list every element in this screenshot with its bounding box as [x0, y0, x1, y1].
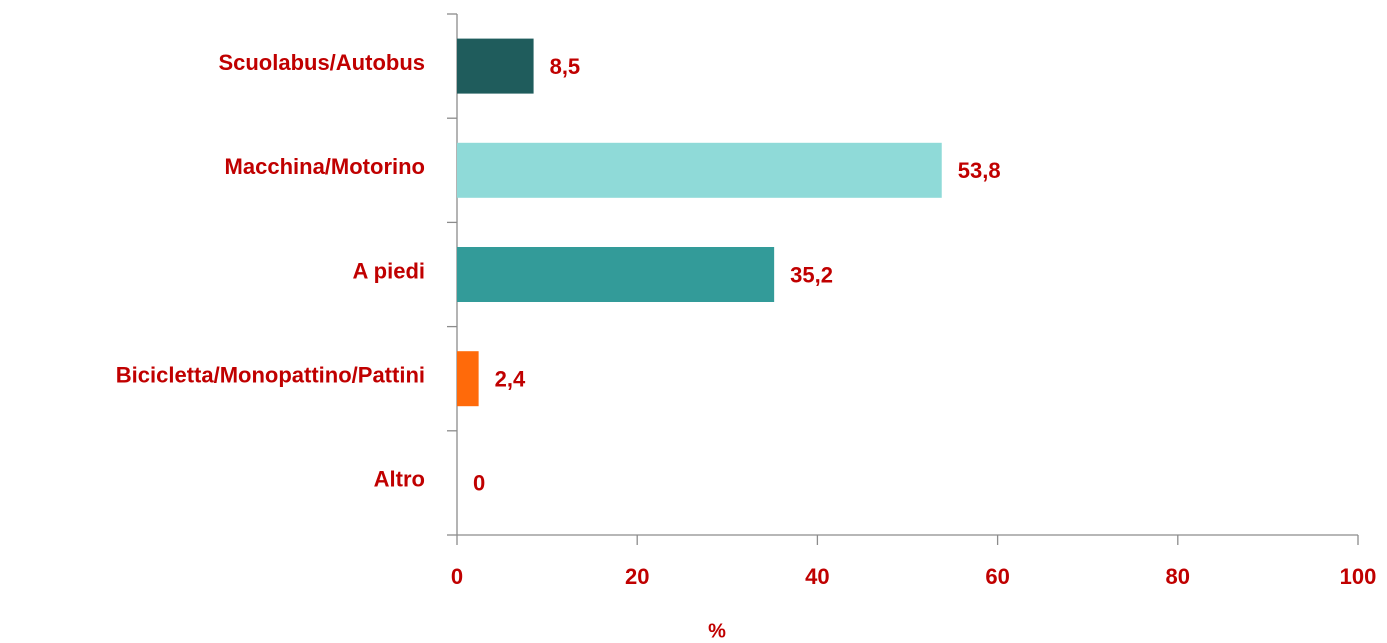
bar — [457, 351, 479, 407]
data-label: 0 — [473, 471, 485, 496]
x-tick-label: 0 — [451, 564, 463, 589]
x-tick-label: 80 — [1166, 564, 1190, 589]
data-label: 2,4 — [495, 367, 526, 392]
x-tick-label: 40 — [805, 564, 829, 589]
bar — [457, 142, 942, 198]
data-label: 8,5 — [550, 54, 581, 79]
x-tick-label: 20 — [625, 564, 649, 589]
y-tick-label: A piedi — [352, 258, 425, 283]
x-axis-label: % — [708, 620, 726, 642]
y-tick-label: Bicicletta/Monopattino/Pattini — [116, 363, 425, 388]
data-label: 53,8 — [958, 158, 1001, 183]
bar — [457, 38, 534, 94]
y-tick-label: Scuolabus/Autobus — [218, 50, 425, 75]
data-label: 35,2 — [790, 262, 833, 287]
bar — [457, 247, 775, 302]
y-tick-label: Macchina/Motorino — [225, 154, 425, 179]
y-tick-label: Altro — [374, 467, 425, 492]
x-tick-label: 100 — [1340, 564, 1377, 589]
x-tick-label: 60 — [985, 564, 1009, 589]
